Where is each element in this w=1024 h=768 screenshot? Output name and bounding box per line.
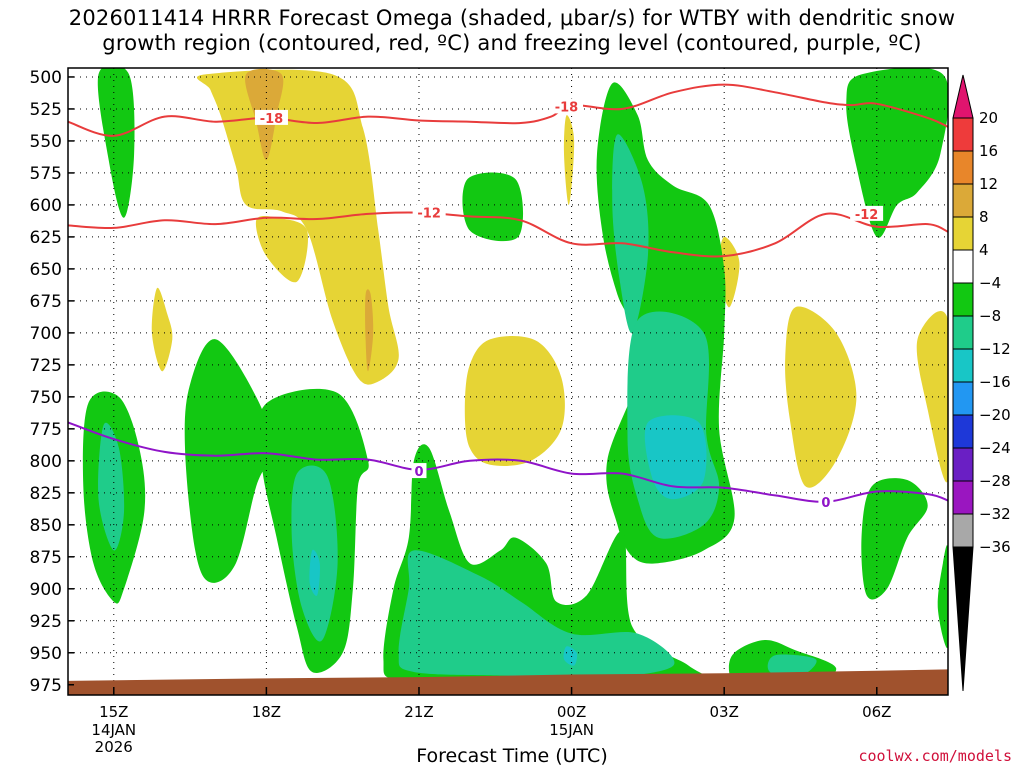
colorbar-label-12: −32	[979, 505, 1011, 523]
x-tick-label-21Z: 21Z	[404, 703, 433, 721]
dgz-minus-18-label-bg-0	[254, 109, 288, 125]
colorbar-label-6: −8	[979, 307, 1001, 325]
freezing-level-0-label-0: 0	[414, 465, 423, 480]
omega-region-24	[398, 550, 675, 679]
y-tick-label-575: 575	[30, 164, 62, 184]
y-tick-label-725: 725	[30, 356, 62, 376]
dgz-minus-12-label-bg-1	[850, 205, 884, 221]
omega-region-22	[309, 549, 321, 596]
omega-region-10	[785, 306, 857, 488]
dgz-minus-12-line	[68, 211, 948, 258]
colorbar-segment-9	[952, 414, 974, 449]
y-tick-label-500: 500	[30, 68, 62, 88]
omega-region-15	[644, 415, 707, 500]
y-tick-label-800: 800	[30, 452, 62, 472]
omega-region-4	[365, 289, 374, 372]
dgz-minus-18-label-0: -18	[260, 112, 284, 127]
freezing-level-0-label-bg-1	[818, 493, 834, 509]
x-tick-date-00Z: 15JAN	[549, 721, 594, 739]
x-tick-label-15Z: 15Z	[99, 703, 128, 721]
source-credit[interactable]: coolwx.com/models	[858, 747, 1012, 765]
x-axis-title: Forecast Time (UTC)	[416, 745, 608, 767]
plot-area: -18 -18 -12 -12 0 0	[68, 68, 948, 695]
colorbar-segment-5	[952, 282, 974, 317]
colorbar-segment-1	[952, 150, 974, 185]
omega-region-0	[97, 68, 135, 218]
omega-region-2	[255, 215, 309, 283]
y-tick-label-600: 600	[30, 196, 62, 216]
x-tick-label-00Z: 00Z	[557, 703, 586, 721]
colorbar-segment-4	[952, 249, 974, 284]
dgz-minus-12-label-bg-0	[412, 204, 446, 220]
omega-region-5	[151, 287, 173, 372]
dgz-minus-18-label-1: -18	[555, 100, 579, 115]
y-tick-label-825: 825	[30, 484, 62, 504]
y-tick-label-550: 550	[30, 132, 62, 152]
colorbar-label-4: 4	[979, 241, 989, 259]
y-tick-label-525: 525	[30, 100, 62, 120]
colorbar-segment-7	[952, 348, 974, 383]
omega-region-28	[861, 478, 928, 600]
colorbar-label-8: −16	[979, 373, 1011, 391]
colorbar-label-3: 8	[979, 208, 989, 226]
colorbar-label-1: 16	[979, 142, 998, 160]
colorbar-label-9: −20	[979, 406, 1011, 424]
y-tick-label-950: 950	[30, 644, 62, 664]
colorbar-label-2: 12	[979, 175, 998, 193]
y-tick-label-875: 875	[30, 548, 62, 568]
dgz-minus-12-label-0: -12	[417, 207, 441, 222]
y-tick-label-925: 925	[30, 612, 62, 632]
colorbar-label-7: −12	[979, 340, 1011, 358]
x-tick-date-15Z: 14JAN	[91, 721, 136, 739]
colorbar-segment-12	[952, 513, 974, 548]
y-tick-label-900: 900	[30, 580, 62, 600]
dgz-minus-18-label-bg-1	[549, 98, 583, 114]
chart-title-line-2: growth region (contoured, red, ºC) and f…	[102, 31, 922, 55]
colorbar-segment-3	[952, 216, 974, 251]
colorbar-label-5: −4	[979, 274, 1001, 292]
x-tick-label-03Z: 03Z	[709, 703, 738, 721]
y-tick-label-700: 700	[30, 324, 62, 344]
omega-region-6	[462, 172, 524, 242]
y-tick-label-625: 625	[30, 228, 62, 248]
omega-region-19	[184, 339, 272, 583]
chart-title-line-1: 2026011414 HRRR Forecast Omega (shaded, …	[68, 6, 956, 30]
omega-region-1	[196, 69, 399, 385]
plot-frame	[67, 67, 949, 696]
dgz-minus-18-line	[68, 83, 948, 137]
y-tick-label-975: 975	[30, 676, 62, 696]
dgz-minus-12-label-1: -12	[855, 208, 879, 223]
colorbar-segment-11	[952, 480, 974, 515]
y-tick-label-650: 650	[30, 260, 62, 280]
colorbar-segment-10	[952, 447, 974, 482]
colorbar-segment-6	[952, 315, 974, 350]
omega-region-18	[98, 422, 125, 551]
colorbar-label-13: −36	[979, 538, 1011, 556]
x-tick-label-18Z: 18Z	[252, 703, 281, 721]
terrain-ground	[68, 669, 948, 695]
colorbar-label-11: −28	[979, 472, 1011, 490]
colorbar-segment-8	[952, 381, 974, 416]
colorbar-label-0: 20	[979, 109, 998, 127]
omega-region-25	[563, 646, 578, 666]
colorbar-segment-2	[952, 183, 974, 218]
colorbar-label-10: −24	[979, 439, 1011, 457]
freezing-level-0-label-bg-0	[411, 463, 427, 479]
omega-region-7	[464, 336, 565, 466]
omega-region-29	[937, 545, 948, 649]
y-tick-label-850: 850	[30, 516, 62, 536]
omega-region-27	[767, 654, 817, 677]
omega-region-16	[846, 68, 948, 238]
colorbar-bottom-triangle	[952, 546, 974, 692]
colorbar-segment-0	[952, 117, 974, 152]
y-tick-label-775: 775	[30, 420, 62, 440]
x-tick-label-06Z: 06Z	[862, 703, 891, 721]
y-tick-label-750: 750	[30, 388, 62, 408]
y-tick-label-675: 675	[30, 292, 62, 312]
x-tick-year-15Z: 2026	[95, 738, 133, 756]
omega-region-13	[612, 134, 649, 334]
freezing-level-0-label-1: 0	[821, 496, 830, 511]
colorbar-top-triangle	[952, 74, 974, 119]
